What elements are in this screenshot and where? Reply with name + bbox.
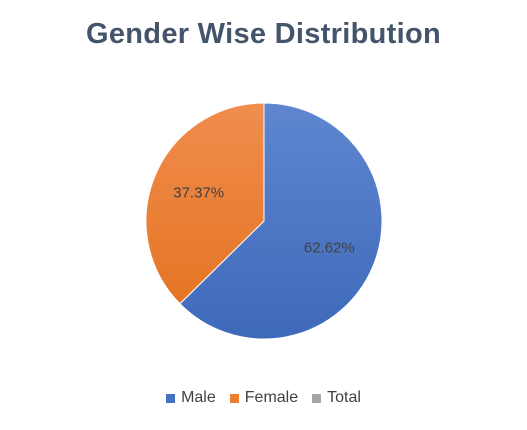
- data-label-female: 37.37%: [173, 185, 224, 202]
- legend-item-total: Total: [312, 389, 361, 407]
- legend-label-female: Female: [244, 389, 299, 406]
- pie-slice-female: [145, 102, 265, 305]
- legend-swatch-female: [229, 393, 239, 403]
- legend-item-male: Male: [166, 389, 216, 407]
- legend-swatch-male: [166, 393, 176, 403]
- chart-legend: Male Female Total: [0, 389, 527, 407]
- legend-label-total: Total: [327, 389, 361, 406]
- chart-title: Gender Wise Distribution: [86, 18, 441, 50]
- legend-item-female: Female: [229, 389, 299, 407]
- data-label-male: 62.62%: [304, 239, 355, 256]
- legend-swatch-total: [312, 393, 322, 403]
- pie-slice-male: [179, 102, 383, 340]
- legend-label-male: Male: [181, 389, 216, 406]
